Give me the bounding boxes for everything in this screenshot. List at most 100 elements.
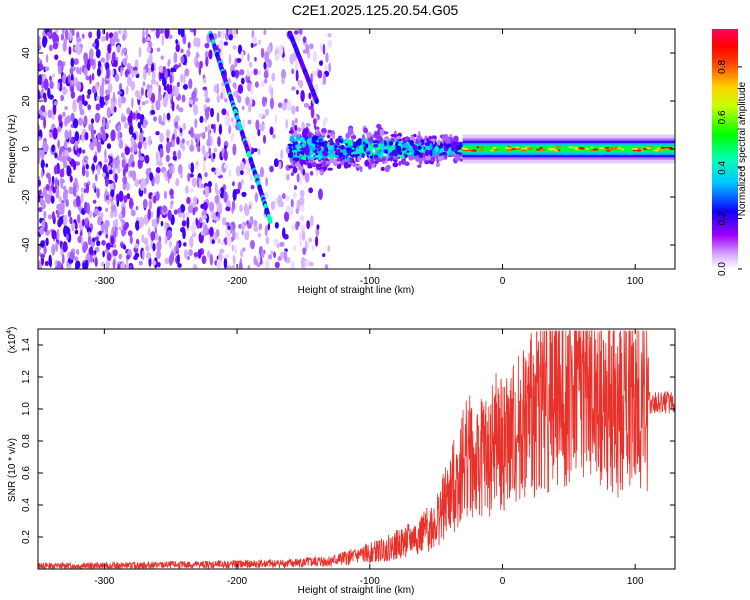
spectrogram-noise-cell xyxy=(38,245,42,251)
spectrogram-noise-cell xyxy=(285,118,288,129)
spectrogram-noise-cell xyxy=(127,74,131,80)
spectrogram-noise-cell xyxy=(217,30,221,38)
spectrogram-noise-cell xyxy=(228,124,232,135)
spectrogram-noise-cell xyxy=(92,182,96,190)
spectrogram-noise-cell xyxy=(173,118,177,123)
spectrogram-noise-cell xyxy=(113,59,118,68)
spectrogram-carrier-peak xyxy=(589,146,594,149)
spectrogram-noise-cell xyxy=(220,92,224,100)
spectrogram-noise-cell xyxy=(232,120,236,129)
spectrogram-noise-cell xyxy=(62,241,68,253)
spectrogram-noise-cell xyxy=(40,159,45,169)
spectrogram-noise-cell xyxy=(258,39,261,45)
spectrogram-noise-cell xyxy=(123,224,128,231)
spectrogram-noise-cell xyxy=(184,68,190,77)
spectrogram-noise-cell xyxy=(199,115,204,124)
spectrogram-noise-cell xyxy=(304,259,310,265)
spectrogram-noise-cell xyxy=(109,155,113,164)
spectrogram-noise-cell xyxy=(310,106,315,119)
spectrogram-x-tick-label: -100 xyxy=(360,276,380,287)
spectrogram-noise-cell xyxy=(322,73,327,85)
spectrogram-noise-cell xyxy=(38,250,42,257)
spectrogram-signal-cell xyxy=(305,123,311,127)
spectrogram-signal-cell xyxy=(309,171,314,176)
spectrogram-noise-cell xyxy=(299,189,305,198)
spectrogram-signal-cell xyxy=(336,164,342,170)
spectrogram-noise-cell xyxy=(270,86,274,98)
spectrogram-noise-cell xyxy=(240,221,245,231)
spectrogram-signal-cell xyxy=(408,153,414,160)
spectrogram-noise-cell xyxy=(202,201,208,211)
spectrogram-noise-cell xyxy=(137,141,143,150)
spectrogram-noise-cell xyxy=(217,238,221,244)
spectrogram-noise-cell xyxy=(283,211,290,222)
spectrogram-noise-cell xyxy=(50,195,55,204)
spectrogram-carrier-peak xyxy=(539,146,544,149)
spectrogram-noise-cell xyxy=(89,144,95,151)
spectrogram-noise-cell xyxy=(254,81,259,88)
spectrogram-noise-cell xyxy=(83,54,88,67)
spectrogram-noise-cell xyxy=(141,101,146,106)
spectrogram-carrier-peak xyxy=(620,148,625,151)
spectrogram-noise-cell xyxy=(198,177,202,189)
spectrogram-noise-cell xyxy=(41,219,46,229)
spectrogram-signal-cell xyxy=(322,158,327,166)
snr-y-tick-label: 0.8 xyxy=(21,434,32,448)
snr-frame xyxy=(37,328,676,570)
spectrogram-noise-cell xyxy=(95,103,101,111)
spectrogram-noise-cell xyxy=(40,253,46,259)
spectrogram-noise-cell xyxy=(180,55,185,64)
spectrogram-noise-cell xyxy=(147,227,151,237)
snr-y-label: SNR (10 * v/v) xyxy=(7,438,18,502)
spectrogram-noise-cell xyxy=(181,138,185,144)
spectrogram-noise-cell xyxy=(221,216,227,226)
spectrogram-noise-cell xyxy=(98,230,102,236)
spectrogram-noise-cell xyxy=(43,210,47,219)
spectrogram-carrier-peak xyxy=(604,146,610,149)
spectrogram-noise-cell xyxy=(126,183,131,191)
spectrogram-noise-cell xyxy=(151,70,156,80)
spectrogram-noise-cell xyxy=(213,84,218,93)
chart-title: C2E1.2025.125.20.54.G05 xyxy=(292,2,459,18)
spectrogram-signal-cell xyxy=(447,148,452,154)
spectrogram-noise-cell xyxy=(126,107,131,115)
spectrogram-noise-cell xyxy=(195,217,198,226)
spectrogram-noise-cell xyxy=(200,230,204,236)
spectrogram-noise-cell xyxy=(325,52,329,63)
spectrogram-signal-cell xyxy=(312,134,319,141)
spectrogram-signal-cell xyxy=(327,167,333,171)
spectrogram-noise-cell xyxy=(72,118,79,129)
spectrogram-noise-cell xyxy=(166,112,171,121)
spectrogram-noise-cell xyxy=(189,235,194,248)
spectrogram-noise-cell xyxy=(69,251,75,261)
spectrogram-noise-cell xyxy=(176,81,180,88)
spectrogram-noise-cell xyxy=(240,179,244,185)
spectrogram-noise-cell xyxy=(38,179,42,187)
spectrogram-noise-cell xyxy=(42,140,47,149)
spectrogram-noise-cell xyxy=(277,197,283,208)
spectrogram-noise-cell xyxy=(45,237,49,247)
spectrogram-noise-cell xyxy=(204,126,208,133)
spectrogram-noise-cell xyxy=(122,167,126,178)
spectrogram-noise-cell xyxy=(173,64,180,69)
spectrogram-noise-cell xyxy=(68,46,72,55)
spectrogram-noise-cell xyxy=(170,67,175,73)
spectrogram-signal-cell xyxy=(341,154,346,160)
spectrogram-noise-cell xyxy=(159,29,165,35)
spectrogram-noise-cell xyxy=(241,191,247,198)
spectrogram-noise-cell xyxy=(121,47,127,54)
spectrogram-signal-cell xyxy=(370,158,375,165)
spectrogram-noise-cell xyxy=(159,148,164,158)
spectrogram-noise-cell xyxy=(47,109,53,119)
spectrogram-signal-cell xyxy=(355,164,362,168)
spectrogram-noise-cell xyxy=(169,74,173,84)
colorbar-tick-label: 0.8 xyxy=(717,60,728,74)
spectrogram-carrier-peak xyxy=(527,147,533,150)
spectrogram-signal-cell xyxy=(345,132,351,139)
spectrogram-signal-cell xyxy=(390,134,397,137)
spectrogram-noise-cell xyxy=(116,193,120,201)
spectrogram-carrier-peak xyxy=(636,149,642,152)
spectrogram-noise-cell xyxy=(290,261,295,269)
spectrogram-signal-cell xyxy=(316,163,319,170)
spectrogram-noise-cell xyxy=(187,41,191,49)
